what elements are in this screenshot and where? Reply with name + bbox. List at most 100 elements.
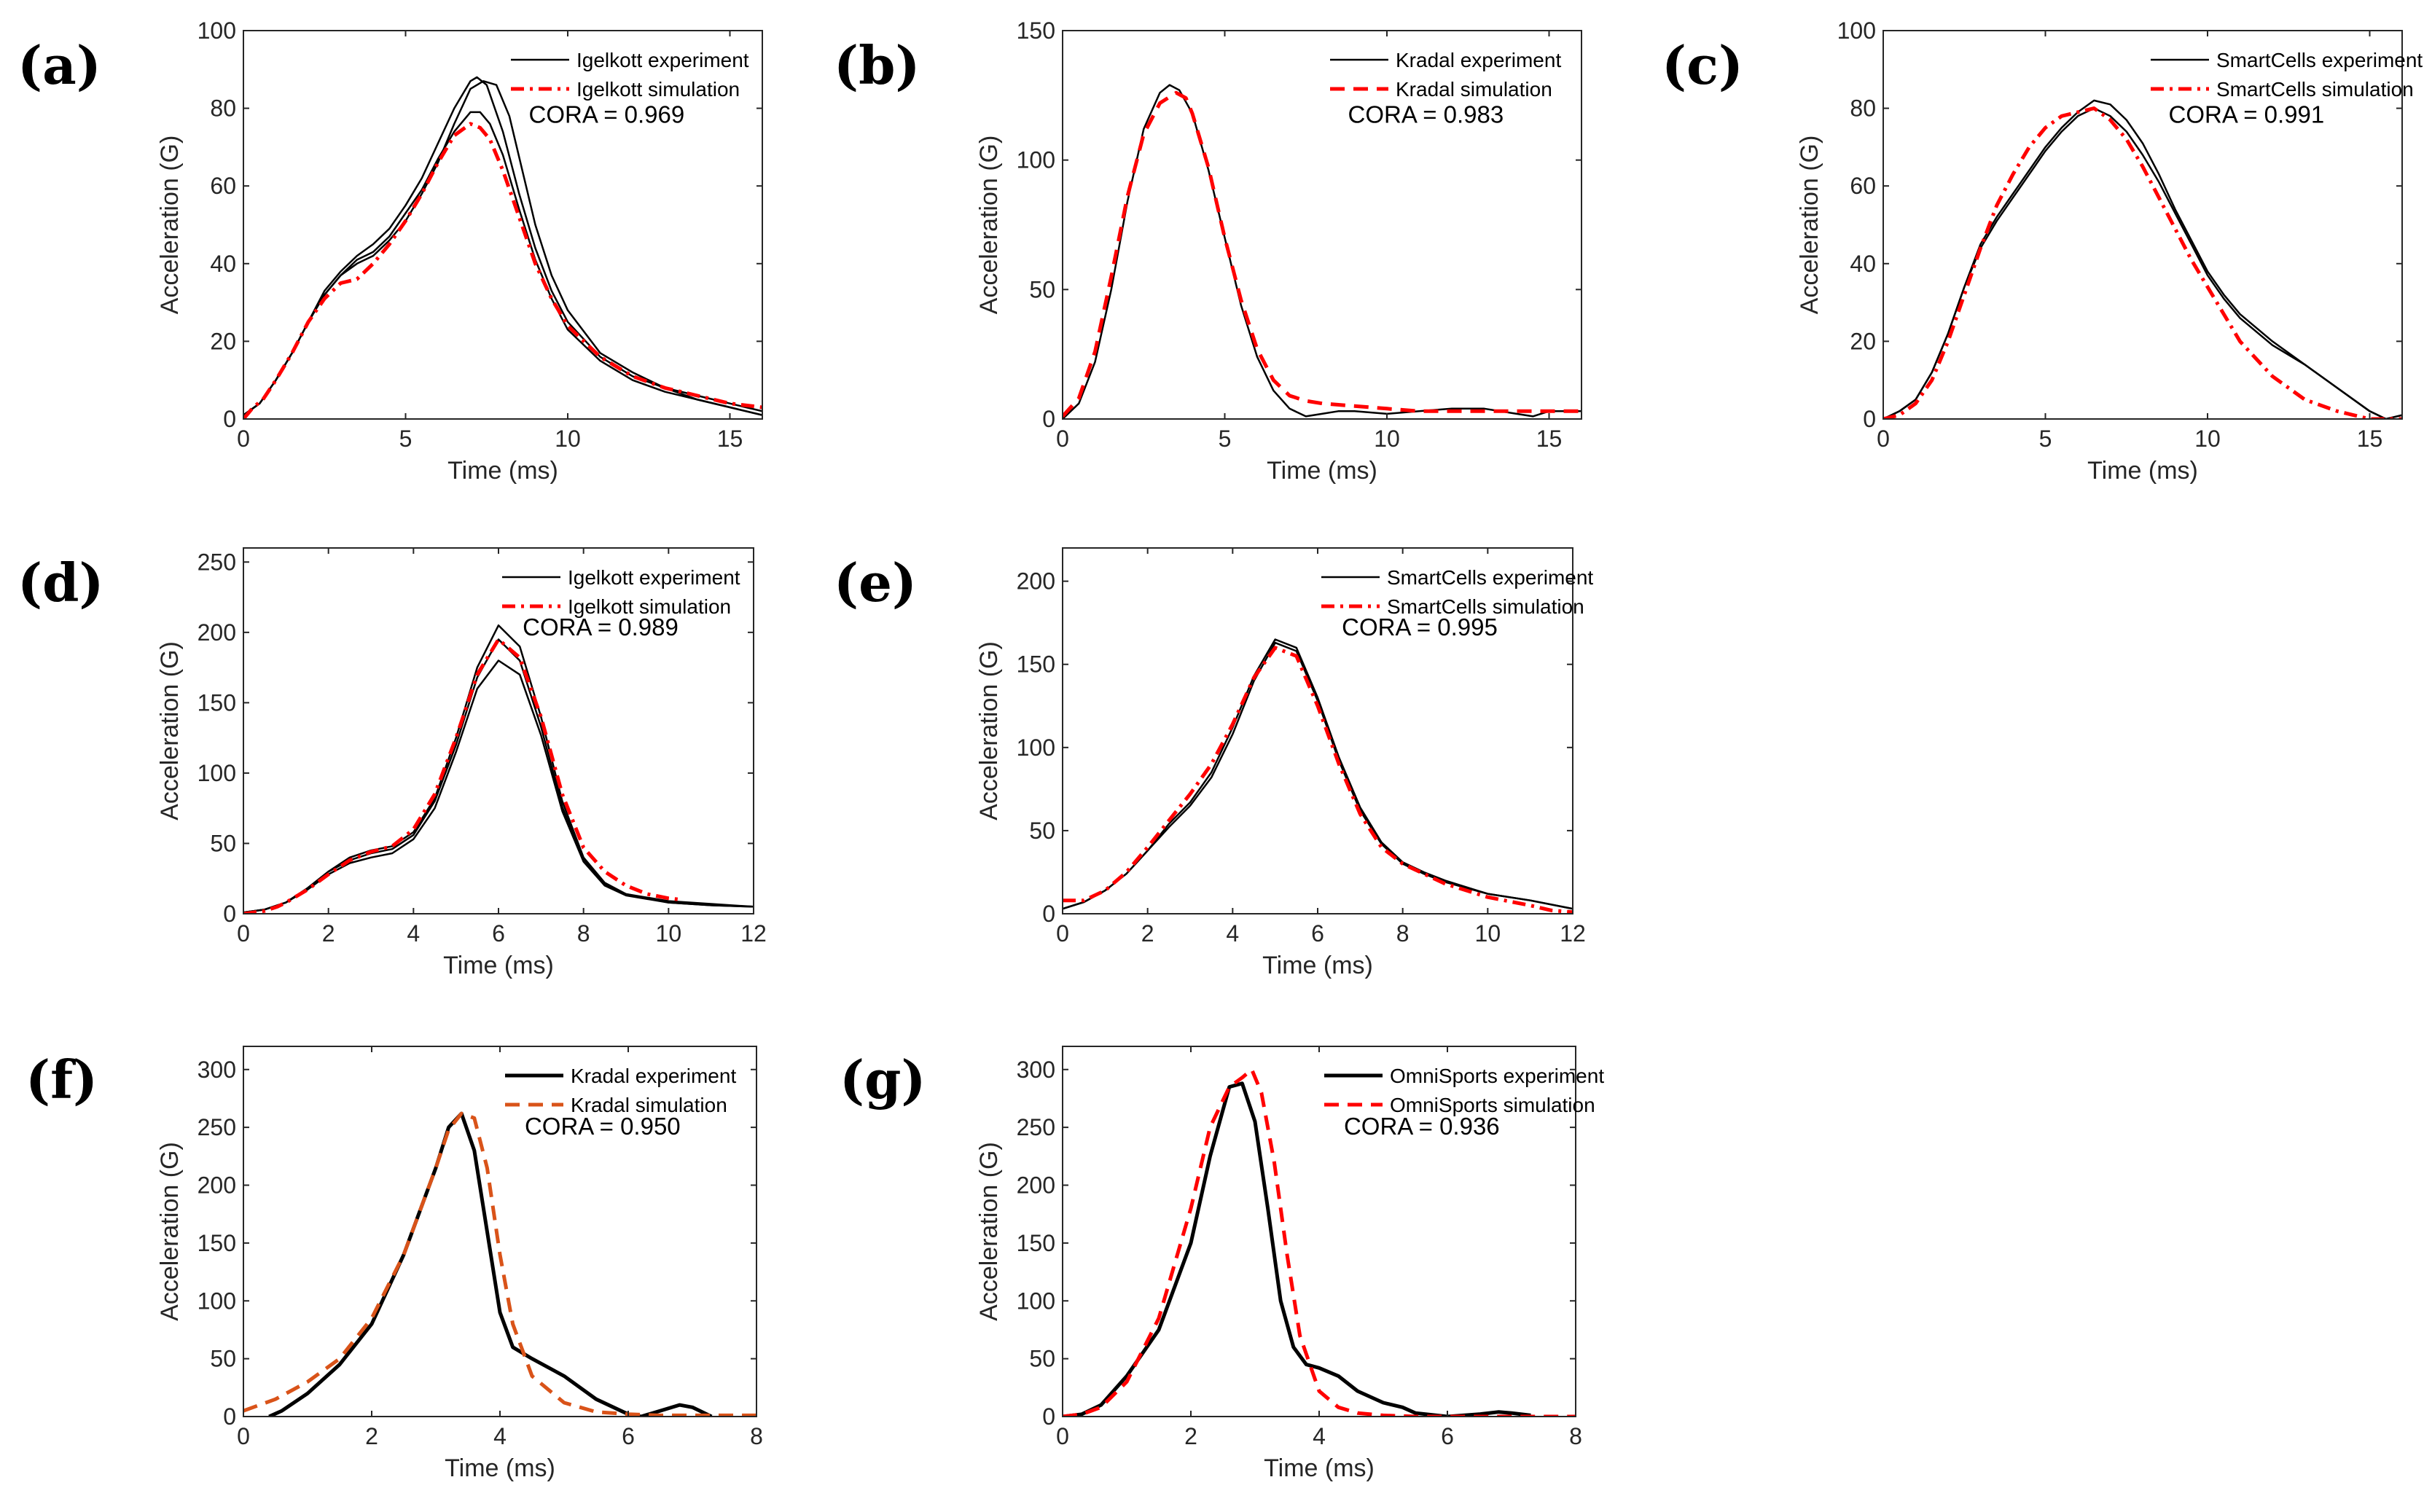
series-line <box>243 111 762 416</box>
x-tick-label: 5 <box>1219 426 1232 452</box>
y-tick-label: 150 <box>1017 1230 1055 1256</box>
legend-label: Igelkott simulation <box>576 78 740 101</box>
plot-frame <box>243 30 763 420</box>
legend-label: OmniSports experiment <box>1390 1065 1604 1087</box>
x-tick-label: 0 <box>1056 426 1069 452</box>
y-axis-title: Acceleration (G) <box>156 1142 184 1321</box>
x-tick-label: 0 <box>1877 426 1890 452</box>
legend-label: Igelkott experiment <box>568 566 740 589</box>
x-tick-label: 0 <box>1056 1423 1069 1449</box>
x-tick-label: 5 <box>399 426 413 452</box>
legend-label: Kradal simulation <box>571 1094 727 1116</box>
x-tick-label: 2 <box>1184 1423 1197 1449</box>
x-tick-label: 0 <box>237 426 250 452</box>
series-line <box>1883 107 2402 419</box>
y-tick-label: 80 <box>1850 95 1876 122</box>
series-group <box>1883 99 2402 419</box>
y-tick-label: 200 <box>1017 1172 1055 1199</box>
x-tick-label: 10 <box>1374 426 1400 452</box>
panel-label: (d) <box>17 552 103 614</box>
legend-label: SmartCells simulation <box>2216 78 2414 101</box>
series-line <box>243 624 754 914</box>
x-tick-label: 15 <box>2357 426 2383 452</box>
series-line <box>1883 106 2402 419</box>
series-line <box>243 638 682 914</box>
y-tick-label: 80 <box>210 95 236 122</box>
y-tick-label: 60 <box>210 173 236 199</box>
x-tick-label: 10 <box>2194 426 2221 452</box>
x-tick-label: 6 <box>492 920 505 947</box>
panel-d: (d) 0 2 4 6 8 10 12 0 50 100 150 200 250 Time (ms) Acce… <box>17 547 767 979</box>
x-tick-label: 2 <box>1141 920 1154 947</box>
y-tick-label: 300 <box>1017 1057 1055 1083</box>
y-tick-label: 100 <box>198 17 236 44</box>
x-tick-label: 8 <box>1569 1423 1582 1449</box>
x-tick-label: 2 <box>365 1423 378 1449</box>
y-tick-label: 100 <box>198 760 236 786</box>
series-line <box>1063 641 1573 910</box>
panel-c: (c) 0 5 10 15 0 20 40 60 80 100 Time (ms) Accelerati… <box>1662 17 2423 485</box>
cora-annotation: CORA = 0.936 <box>1344 1113 1500 1140</box>
series-line <box>1063 1068 1576 1417</box>
y-tick-label: 50 <box>1029 276 1055 302</box>
x-axis-title: Time (ms) <box>1264 1454 1375 1482</box>
y-tick-label: 0 <box>223 406 236 432</box>
y-tick-label: 0 <box>1042 1403 1055 1430</box>
series-line <box>1063 84 1582 419</box>
x-tick-label: 12 <box>740 920 767 947</box>
y-tick-label: 40 <box>210 251 236 277</box>
x-tick-label: 4 <box>407 920 420 947</box>
x-tick-label: 4 <box>493 1423 507 1449</box>
x-axis-title: Time (ms) <box>2087 457 2198 485</box>
y-tick-label: 100 <box>1017 1288 1055 1314</box>
y-tick-label: 0 <box>223 1403 236 1430</box>
legend-label: Kradal experiment <box>1396 49 1561 71</box>
x-tick-label: 15 <box>1536 426 1563 452</box>
legend-label: Igelkott experiment <box>576 49 749 71</box>
x-tick-label: 0 <box>237 920 250 947</box>
series-group <box>243 76 762 419</box>
x-tick-label: 4 <box>1313 1423 1326 1449</box>
y-tick-label: 50 <box>1029 818 1055 844</box>
y-tick-label: 200 <box>198 1172 236 1199</box>
x-tick-label: 6 <box>622 1423 635 1449</box>
y-axis-title: Acceleration (G) <box>975 641 1003 820</box>
x-tick-label: 10 <box>555 426 581 452</box>
y-tick-label: 60 <box>1850 173 1876 199</box>
legend-label: OmniSports simulation <box>1390 1094 1595 1116</box>
series-line <box>1063 638 1573 910</box>
plot-frame <box>1882 30 2403 420</box>
panel-label: (g) <box>840 1049 926 1111</box>
series-group <box>1063 84 1582 419</box>
y-tick-label: 150 <box>1017 651 1055 678</box>
cora-annotation: CORA = 0.950 <box>525 1113 681 1140</box>
y-tick-label: 250 <box>198 549 236 575</box>
legend-label: SmartCells experiment <box>1387 566 1593 589</box>
legend-label: SmartCells simulation <box>1387 595 1584 618</box>
x-axis-title: Time (ms) <box>1262 952 1373 979</box>
x-tick-label: 0 <box>237 1423 250 1449</box>
legend-label: SmartCells experiment <box>2216 49 2423 71</box>
y-tick-label: 100 <box>198 1288 236 1314</box>
series-line <box>1063 90 1582 418</box>
y-axis-title: Acceleration (G) <box>156 641 184 820</box>
series-line <box>268 1111 713 1417</box>
y-tick-label: 250 <box>1017 1114 1055 1140</box>
panel-e: (e) 0 2 4 6 8 10 12 0 50 100 150 200 Time (ms) Acceler… <box>834 547 1593 979</box>
x-tick-label: 10 <box>1475 920 1501 947</box>
y-tick-label: 0 <box>1042 406 1055 432</box>
y-tick-label: 40 <box>1850 251 1876 277</box>
y-tick-label: 100 <box>1837 17 1876 44</box>
panel-label: (c) <box>1662 34 1743 96</box>
series-line <box>243 1111 756 1417</box>
series-line <box>243 80 762 416</box>
y-tick-label: 100 <box>1017 735 1055 761</box>
y-axis-title: Acceleration (G) <box>975 136 1003 315</box>
x-tick-label: 6 <box>1311 920 1324 947</box>
y-tick-label: 20 <box>210 328 236 354</box>
x-tick-label: 8 <box>1396 920 1410 947</box>
series-line <box>1063 1081 1531 1417</box>
cora-annotation: CORA = 0.991 <box>2169 101 2325 128</box>
